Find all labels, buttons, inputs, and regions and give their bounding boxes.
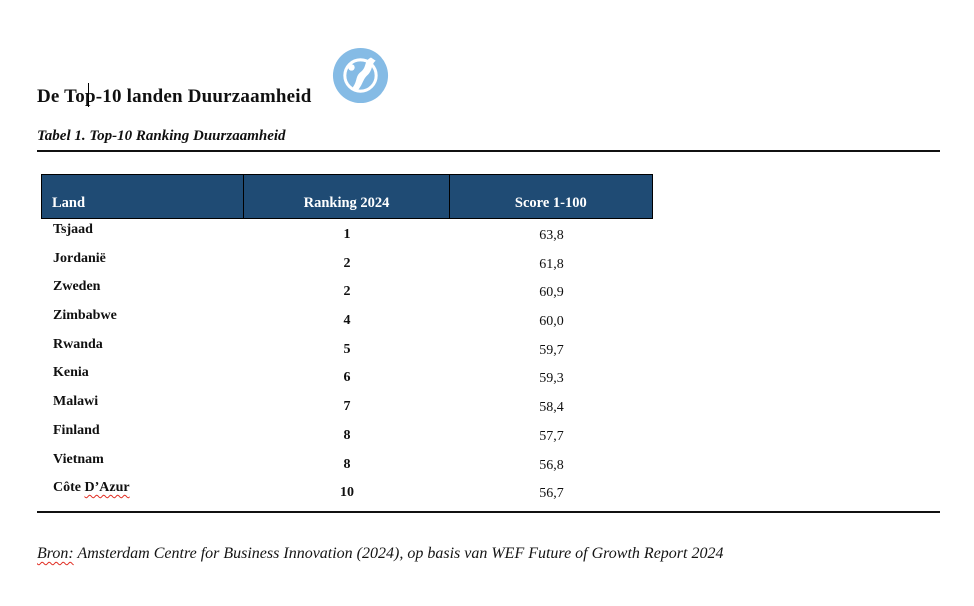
page-title: De Top-10 landen Duurzaamheid [37,86,312,107]
header-cell-score: Score 1-100 [514,195,587,211]
cell-land: Zimbabwe [53,308,117,324]
cell-land: Zweden [53,279,101,295]
cell-score: 60,9 [539,285,564,301]
cell-score: 63,8 [539,228,564,243]
table-row: Rwanda 5 59,7 [41,334,653,363]
table-row: Zweden 2 60,9 [41,276,653,305]
cell-score: 57,7 [539,428,564,444]
source-note: Bron: Amsterdam Centre for Business Inno… [37,545,723,563]
cell-land: Tsjaad [53,222,93,237]
cell-land: Kenia [53,365,89,381]
table-row: Côte D’Azur 10 56,7 [41,477,653,506]
table-row: Jordanië 2 61,8 [41,248,653,277]
table-row: Zimbabwe 4 60,0 [41,305,653,334]
cell-ranking: 5 [343,341,351,357]
spellcheck-wavy-text: Bron: [37,545,74,562]
header-cell-ranking: Ranking 2024 [244,175,450,218]
globe-icon [332,47,389,104]
text-cursor [88,83,90,107]
cell-land: Vietnam [53,451,104,467]
ranking-table: Land Ranking 2024 Score 1-100 Tsjaad 1 6… [41,174,653,506]
table-row: Vietnam 8 56,8 [41,449,653,478]
cell-ranking: 7 [343,399,351,415]
cell-score: 58,4 [539,400,564,416]
cell-ranking: 4 [343,313,351,329]
horizontal-rule-bottom [37,511,940,513]
cell-score: 59,7 [539,342,564,358]
cell-score: 61,8 [539,256,564,272]
cell-ranking: 8 [343,456,351,472]
table-row: Tsjaad 1 63,8 [41,219,653,248]
table-caption: Tabel 1. Top-10 Ranking Duurzaamheid [37,128,286,144]
cell-ranking: 6 [343,370,351,386]
cell-ranking: 10 [340,485,354,501]
table-row: Malawi 7 58,4 [41,391,653,420]
cell-land: Finland [53,422,100,438]
cell-score: 56,8 [539,457,564,473]
cell-land: Rwanda [53,336,103,352]
table-body: Tsjaad 1 63,8 Jordanië 2 61,8 Zweden 2 6… [41,219,653,506]
cell-score: 60,0 [539,314,564,330]
source-text: Amsterdam Centre for Business Innovation… [73,545,724,562]
cell-ranking: 1 [343,227,351,242]
horizontal-rule-top [37,150,940,152]
spellcheck-wavy-text: D’Azur [84,480,130,496]
cell-ranking: 8 [343,427,351,443]
header-cell-land: Land [42,175,245,218]
globe-logo [332,47,389,104]
table-row: Kenia 6 59,3 [41,362,653,391]
cell-land: Côte D’Azur [53,480,130,496]
table-row: Finland 8 57,7 [41,420,653,449]
table-header-row: Land Ranking 2024 Score 1-100 [41,174,653,219]
cell-land: Malawi [53,394,99,410]
cell-score: 56,7 [539,486,564,502]
cell-ranking: 2 [343,255,351,271]
cell-score: 59,3 [539,371,564,387]
cell-land: Jordanië [53,250,106,266]
cell-ranking: 2 [343,284,351,300]
